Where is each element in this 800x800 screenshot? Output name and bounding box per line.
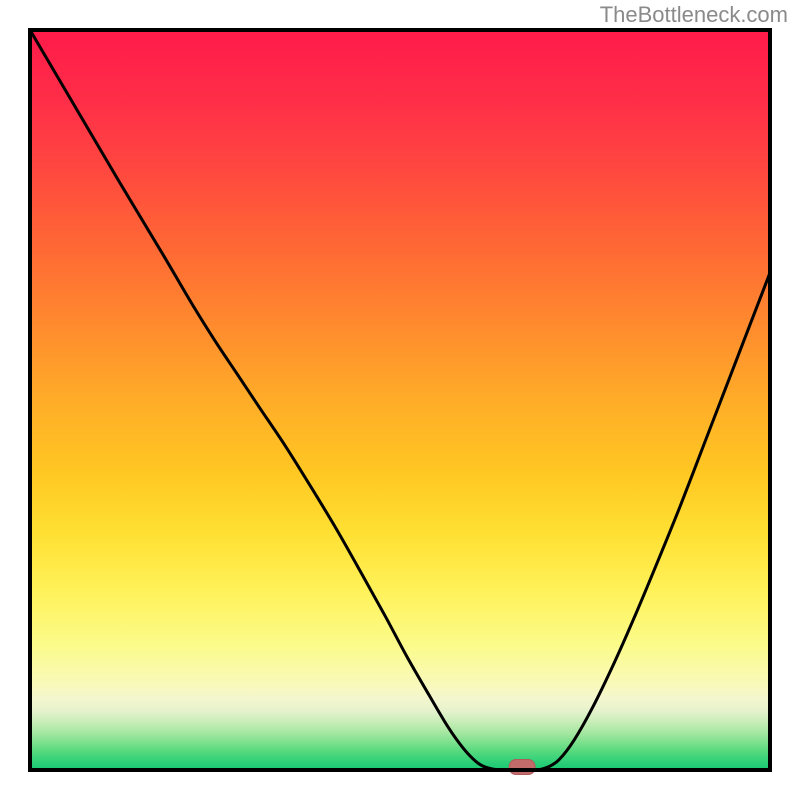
watermark-text: TheBottleneck.com [600,2,788,28]
chart-container: TheBottleneck.com [0,0,800,800]
optimal-marker [509,760,535,775]
bottleneck-chart [0,0,800,800]
gradient-background [30,30,770,770]
